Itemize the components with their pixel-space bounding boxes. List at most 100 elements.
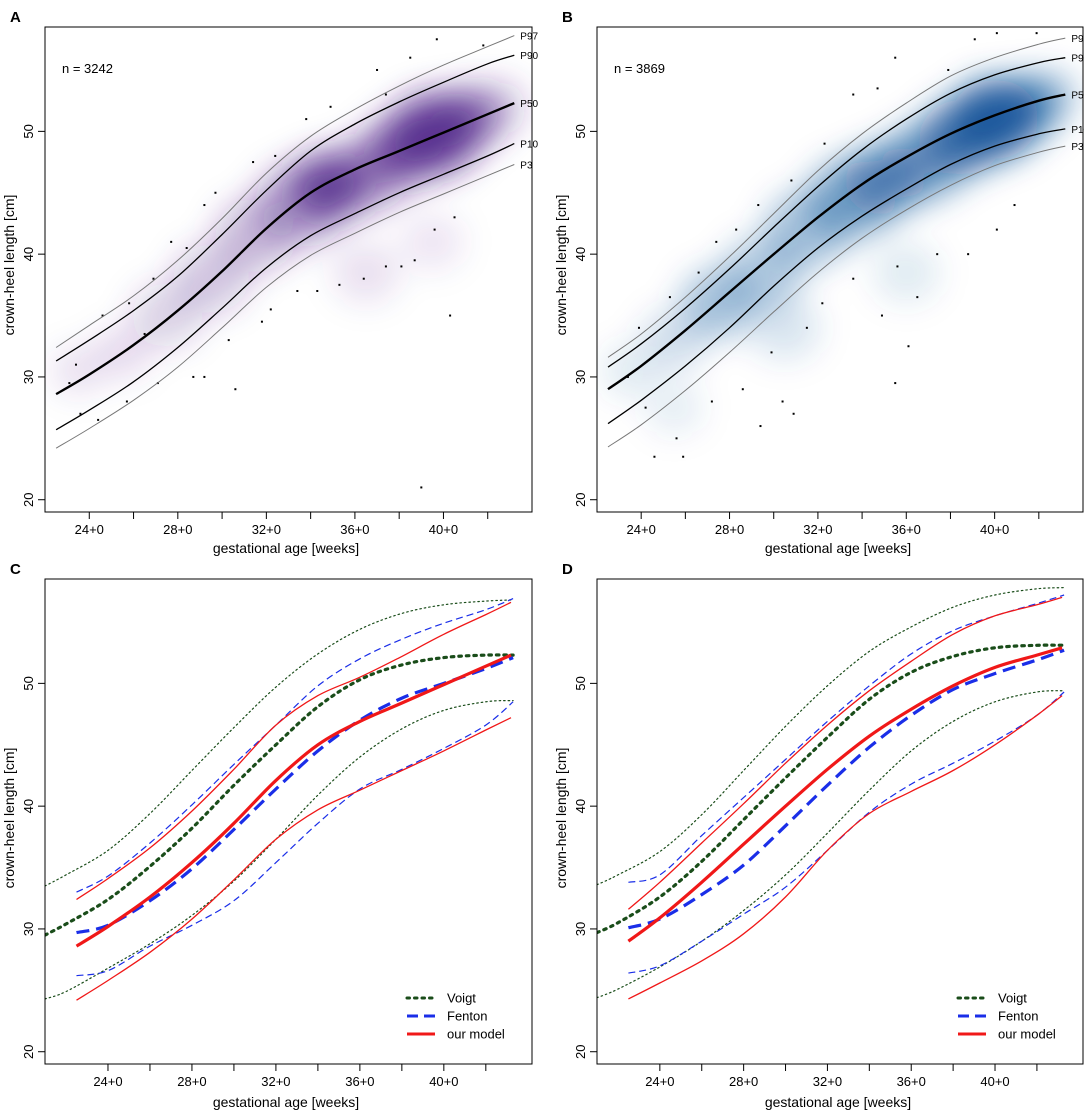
- data-point-b-8: [715, 240, 718, 243]
- density-blob-a-11: [467, 80, 526, 133]
- y-tick-label-d-50: 50: [573, 676, 588, 690]
- density-b: [601, 70, 1079, 434]
- data-point-b-33: [741, 388, 744, 391]
- legend-label-d-our-model: our model: [998, 1027, 1056, 1042]
- line-a-p3: [55, 164, 515, 449]
- y-tick-label-d-40: 40: [573, 799, 588, 813]
- curve-label-a-p97: P97: [520, 32, 538, 43]
- legend-label-d-voigt: Voigt: [998, 991, 1027, 1006]
- y-tick-label-c-50: 50: [21, 676, 36, 690]
- curve-label-b-p50: P50: [1071, 91, 1084, 102]
- panel-letter-d: D: [562, 561, 573, 578]
- sample-size-label-a: n = 3242: [62, 61, 113, 76]
- plot-area-b: [601, 32, 1079, 458]
- y-tick-label-b-20: 20: [573, 492, 588, 506]
- x-axis-title-c: gestational age [weeks]: [213, 1094, 359, 1110]
- legend-label-c-our-model: our model: [447, 1027, 505, 1042]
- line-c-our-model-p97: [76, 601, 512, 901]
- data-point-a-7: [296, 289, 299, 292]
- axes-a: 24+0 28+0 32+0 36+0 40+0 20 30 40 50: [21, 26, 533, 537]
- data-point-a-17: [125, 400, 128, 403]
- x-tick-label-b-32: 32+0: [803, 522, 832, 537]
- series-b: [607, 37, 1066, 448]
- data-point-a-31: [329, 105, 332, 108]
- panel-a: P97 P90 P50 P10 P3 24+0 28+0 32+0 36+0 40+0 20 30 40…: [21, 26, 539, 537]
- line-c-our-model-p50: [75, 653, 512, 948]
- data-point-a-18: [97, 418, 100, 421]
- data-point-b-25: [1013, 204, 1016, 207]
- y-tick-label-c-40: 40: [21, 799, 36, 813]
- data-point-b-22: [936, 253, 939, 256]
- data-point-a-6: [413, 259, 416, 262]
- plot-area-c: [45, 598, 515, 1001]
- data-point-b-16: [947, 68, 950, 71]
- data-point-b-15: [894, 56, 897, 59]
- data-point-b-2: [675, 437, 678, 440]
- x-axis-title-a: gestational age [weeks]: [213, 540, 359, 556]
- data-point-a-8: [316, 289, 319, 292]
- data-point-a-27: [214, 191, 217, 194]
- curve-label-a-p10: P10: [520, 140, 538, 151]
- data-point-b-28: [852, 277, 855, 280]
- panel-b: P97 P90 P50 P10 P3 24+0 28+0 32+0 36+0 40+0 20 30 40…: [573, 26, 1084, 537]
- curve-label-b-p90: P90: [1071, 54, 1084, 65]
- x-tick-label-d-40: 40+0: [980, 1074, 1009, 1089]
- series-d: [597, 587, 1066, 1000]
- x-tick-label-d-28: 28+0: [729, 1074, 758, 1089]
- line-b-p50: [607, 93, 1066, 391]
- y-tick-label-d-30: 30: [573, 922, 588, 936]
- x-tick-label-d-36: 36+0: [897, 1074, 926, 1089]
- line-c-fenton-p3: [76, 701, 514, 977]
- x-tick-label-c-36: 36+0: [345, 1074, 374, 1089]
- data-point-b-27: [880, 314, 883, 317]
- line-d-fenton-p50: [627, 648, 1065, 930]
- plot-frame-d: [596, 578, 1084, 1065]
- data-point-a-5: [400, 265, 403, 268]
- data-point-a-38: [143, 332, 146, 335]
- data-point-b-35: [792, 412, 795, 415]
- y-axis-title-d: crown-heel length [cm]: [553, 748, 569, 889]
- data-point-b-20: [896, 265, 899, 268]
- line-d-voigt-p97: [597, 587, 1065, 886]
- data-point-a-19: [79, 412, 82, 415]
- x-tick-label-b-28: 28+0: [715, 522, 744, 537]
- x-tick-label-a-40: 40+0: [429, 522, 458, 537]
- data-point-a-28: [252, 161, 255, 164]
- data-point-a-33: [409, 56, 412, 59]
- legend-c: Voigt Fenton our model: [405, 991, 505, 1042]
- y-tick-label-a-40: 40: [21, 247, 36, 261]
- curve-label-a-p50: P50: [520, 99, 538, 110]
- series-a: [55, 35, 515, 449]
- data-point-b-17: [973, 38, 976, 41]
- data-point-a-21: [74, 363, 77, 366]
- data-point-a-12: [260, 320, 263, 323]
- line-c-fenton-p50: [76, 656, 514, 935]
- axes-b: 24+0 28+0 32+0 36+0 40+0 20 30 40 50: [573, 26, 1084, 537]
- x-tick-label-a-24: 24+0: [75, 522, 104, 537]
- data-point-b-36: [770, 351, 773, 354]
- data-point-b-12: [823, 142, 826, 145]
- line-d-our-model-p97: [627, 596, 1063, 910]
- y-tick-label-c-20: 20: [21, 1044, 36, 1058]
- panel-d: 24+0 28+0 32+0 36+0 40+0 20 30 40 50 Voigt Fenton o…: [573, 578, 1084, 1089]
- line-b-p10: [607, 128, 1066, 425]
- x-tick-label-b-36: 36+0: [892, 522, 921, 537]
- data-point-b-34: [710, 400, 713, 403]
- data-point-a-9: [338, 283, 341, 286]
- panel-letter-b: B: [562, 9, 573, 26]
- data-point-b-18: [995, 32, 998, 35]
- line-c-voigt-p50: [45, 653, 515, 937]
- legend-d: Voigt Fenton our model: [956, 991, 1056, 1042]
- data-point-b-14: [876, 87, 879, 90]
- line-b-p90: [607, 57, 1066, 368]
- data-point-b-32: [759, 425, 762, 428]
- x-axis-title-d: gestational age [weeks]: [765, 1094, 911, 1110]
- x-tick-label-b-24: 24+0: [627, 522, 656, 537]
- curve-label-b-p10: P10: [1071, 125, 1084, 136]
- data-point-a-37: [234, 388, 237, 391]
- data-point-a-1: [449, 314, 452, 317]
- data-point-b-0: [653, 455, 656, 458]
- y-tick-label-a-50: 50: [21, 124, 36, 138]
- data-point-a-11: [269, 308, 272, 311]
- line-d-our-model-p50: [627, 646, 1063, 943]
